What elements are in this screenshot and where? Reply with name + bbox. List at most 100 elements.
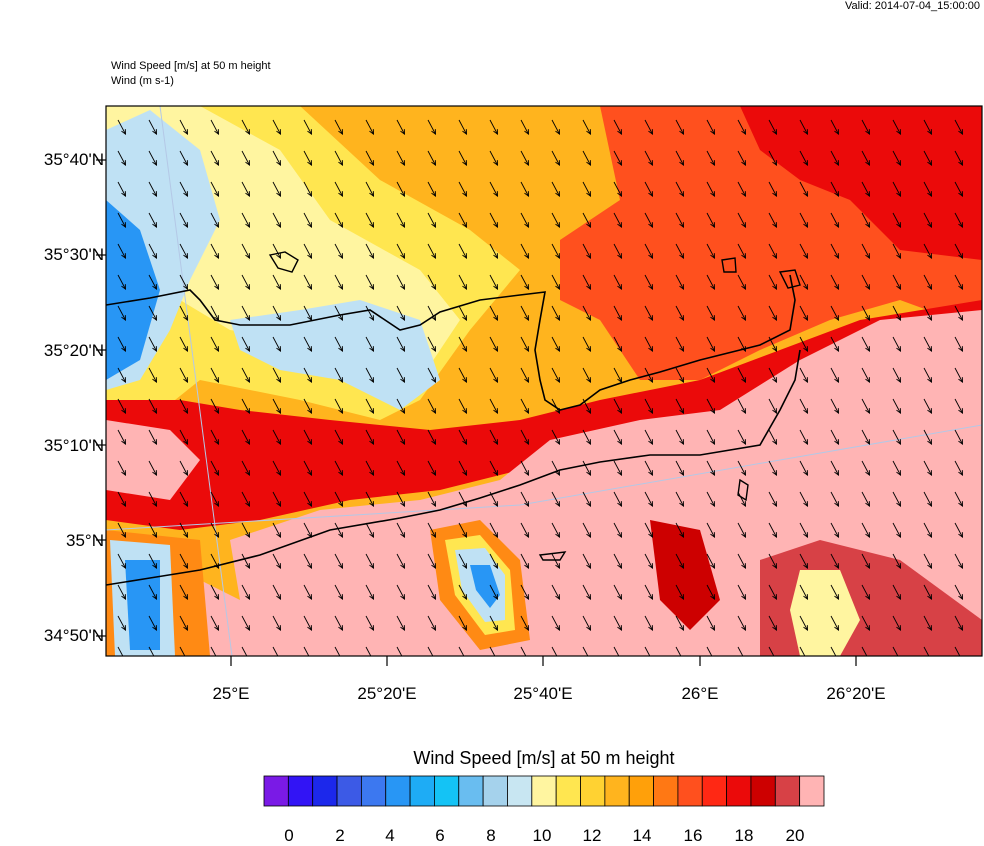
field-yellow-south — [790, 570, 860, 656]
wind-vector-arrow — [241, 584, 250, 601]
wind-vector-arrow — [954, 336, 963, 353]
wind-vector-arrow — [148, 584, 157, 601]
wind-vector-arrow — [706, 615, 715, 632]
wind-vector-arrow — [334, 243, 343, 260]
wind-vector-arrow — [520, 398, 529, 415]
map-frame — [105, 105, 983, 657]
wind-vector-arrow — [768, 274, 777, 291]
wind-vector-arrow — [210, 646, 217, 656]
wind-vector-arrow — [520, 460, 529, 477]
wind-vector-arrow — [613, 336, 622, 353]
wind-vector-arrow — [892, 584, 901, 601]
colorbar-swatch — [799, 775, 825, 807]
wind-vector-arrow — [520, 367, 529, 384]
wind-vector-arrow — [179, 460, 188, 477]
wind-vector-arrow — [675, 584, 684, 601]
wind-vector-arrow — [210, 181, 219, 198]
wind-vector-arrow — [520, 212, 529, 229]
wind-vector-arrow — [954, 367, 963, 384]
wind-vector-arrow — [582, 119, 591, 136]
wind-vector-arrow — [582, 460, 591, 477]
lat-tick-label: 35°10'N — [43, 436, 104, 455]
colorbar-swatch — [385, 775, 411, 807]
wind-vector-arrow — [737, 150, 746, 167]
wind-vector-arrow — [272, 398, 281, 415]
wind-vector-arrow — [830, 584, 839, 601]
field-blue-west — [106, 200, 160, 380]
wind-vector-arrow — [396, 646, 403, 656]
wind-vector-arrow — [396, 119, 405, 136]
wind-vector-arrow — [582, 150, 591, 167]
wind-vector-arrow — [272, 119, 281, 136]
wind-vector-arrow — [365, 615, 374, 632]
wind-vector-arrow — [210, 243, 219, 260]
wind-vector-arrow — [303, 429, 312, 446]
wind-vector-arrow — [799, 243, 808, 260]
wind-vector-arrow — [427, 522, 436, 539]
colorbar-swatch — [580, 775, 606, 807]
wind-vector-arrow — [613, 646, 620, 656]
wind-vector-arrow — [303, 646, 310, 656]
dia-island — [268, 251, 299, 273]
wind-vector-arrow — [210, 522, 219, 539]
wind-vector-arrow — [179, 584, 188, 601]
wind-vector-arrow — [458, 491, 467, 508]
wind-vector-arrow — [830, 429, 839, 446]
wind-vector-arrow — [644, 584, 653, 601]
wind-vector-arrow — [768, 553, 777, 570]
wind-vector-arrow — [210, 491, 219, 508]
wind-vector-arrow — [489, 646, 496, 656]
wind-vector-arrow — [551, 367, 560, 384]
wind-vector-arrow — [954, 584, 963, 601]
lat-tick-label: 35°30'N — [43, 245, 104, 264]
wind-vector-arrow — [892, 181, 901, 198]
wind-vector-arrow — [954, 212, 963, 229]
wind-vector-arrow — [892, 212, 901, 229]
wind-vector-arrow — [737, 336, 746, 353]
wind-vector-arrow — [365, 553, 374, 570]
wind-vector-arrow — [613, 181, 622, 198]
wind-vector-arrow — [303, 522, 312, 539]
wind-vector-arrow — [520, 119, 529, 136]
wind-vector-arrow — [179, 429, 188, 446]
wind-vector-arrow — [830, 243, 839, 260]
colorbar-tick-label: 14 — [632, 826, 652, 845]
colorbar-swatch — [653, 775, 679, 807]
wind-vector-arrow — [613, 398, 622, 415]
wind-vector-arrow — [861, 584, 870, 601]
wind-vector-arrow — [830, 615, 839, 632]
wind-vector-arrow — [241, 274, 250, 291]
wind-vector-arrow — [954, 243, 963, 260]
wind-vector-arrow — [520, 522, 529, 539]
wind-vector-arrow — [706, 181, 715, 198]
wind-vector-arrow — [272, 243, 281, 260]
wind-vector-arrow — [396, 522, 405, 539]
colorbar-swatch — [458, 775, 484, 807]
wind-vector-arrow — [334, 429, 343, 446]
wind-vector-arrow — [923, 181, 932, 198]
colorbar-swatch — [701, 775, 728, 807]
wind-vector-arrow — [489, 243, 498, 260]
wind-vector-arrow — [861, 522, 870, 539]
wind-vector-arrow — [923, 336, 932, 353]
wind-vector-arrow — [117, 646, 124, 656]
wind-vector-arrow — [644, 398, 653, 415]
wind-vector-arrow — [148, 429, 157, 446]
wind-vector-arrow — [954, 274, 963, 291]
wind-vector-arrow — [768, 367, 777, 384]
wind-vector-arrow — [272, 584, 281, 601]
wind-vector-arrow — [117, 584, 126, 601]
wind-vector-arrow — [458, 646, 465, 656]
valid-time: Valid: 2014-07-04_15:00:00 — [845, 0, 980, 12]
wind-vector-arrow — [334, 522, 343, 539]
wind-vector-arrow — [551, 119, 560, 136]
wind-vector-arrow — [241, 429, 250, 446]
wind-vector-arrow — [241, 119, 250, 136]
wind-vector-arrow — [582, 243, 591, 260]
wind-vector-arrow — [954, 398, 963, 415]
lat-tick-label: 35°N — [66, 531, 104, 550]
wind-vector-arrow — [117, 181, 126, 198]
lon-tick-label: 25°20'E — [357, 684, 417, 703]
wind-vector-arrow — [458, 553, 467, 570]
wind-vector-arrow — [768, 615, 777, 632]
